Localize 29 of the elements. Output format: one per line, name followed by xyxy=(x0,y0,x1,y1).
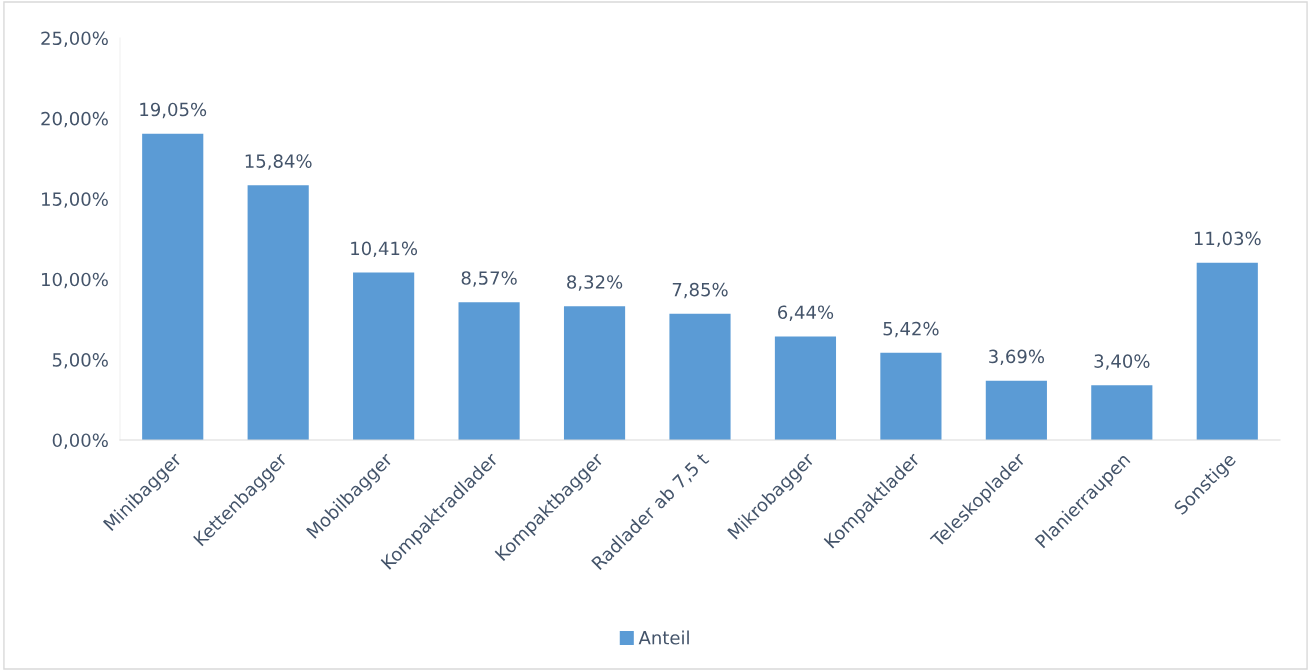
y-tick-label: 15,00% xyxy=(42,192,108,208)
y-tick-label: 25,00% xyxy=(41,31,108,47)
bar xyxy=(353,272,415,440)
data-label: 19,05% xyxy=(140,102,207,119)
bar xyxy=(458,302,520,440)
y-tick-label: 0,00% xyxy=(52,433,108,449)
data-label: 5,42% xyxy=(883,321,939,338)
bar xyxy=(142,133,204,440)
bar xyxy=(774,336,837,440)
data-label: 15,84% xyxy=(245,154,312,170)
y-tick-label: 5,00% xyxy=(52,353,108,369)
data-label: 8,57% xyxy=(461,271,517,287)
bar xyxy=(880,352,942,440)
bar xyxy=(1091,385,1153,440)
data-label: 3,40% xyxy=(1094,354,1150,370)
bar xyxy=(247,185,309,440)
y-tick-label: 10,00% xyxy=(42,272,108,289)
data-label: 6,44% xyxy=(778,305,834,321)
data-label: 3,69% xyxy=(989,349,1045,366)
bar xyxy=(669,313,731,440)
data-label: 11,03% xyxy=(1194,231,1261,248)
data-label: 7,85% xyxy=(672,282,728,299)
y-tick-label: 20,00% xyxy=(41,111,108,128)
bar xyxy=(1196,262,1258,440)
legend-label: Anteil xyxy=(638,630,689,645)
data-label: 8,32% xyxy=(567,275,623,291)
bar xyxy=(563,306,626,440)
bar xyxy=(985,380,1047,440)
data-label: 10,41% xyxy=(351,241,418,258)
